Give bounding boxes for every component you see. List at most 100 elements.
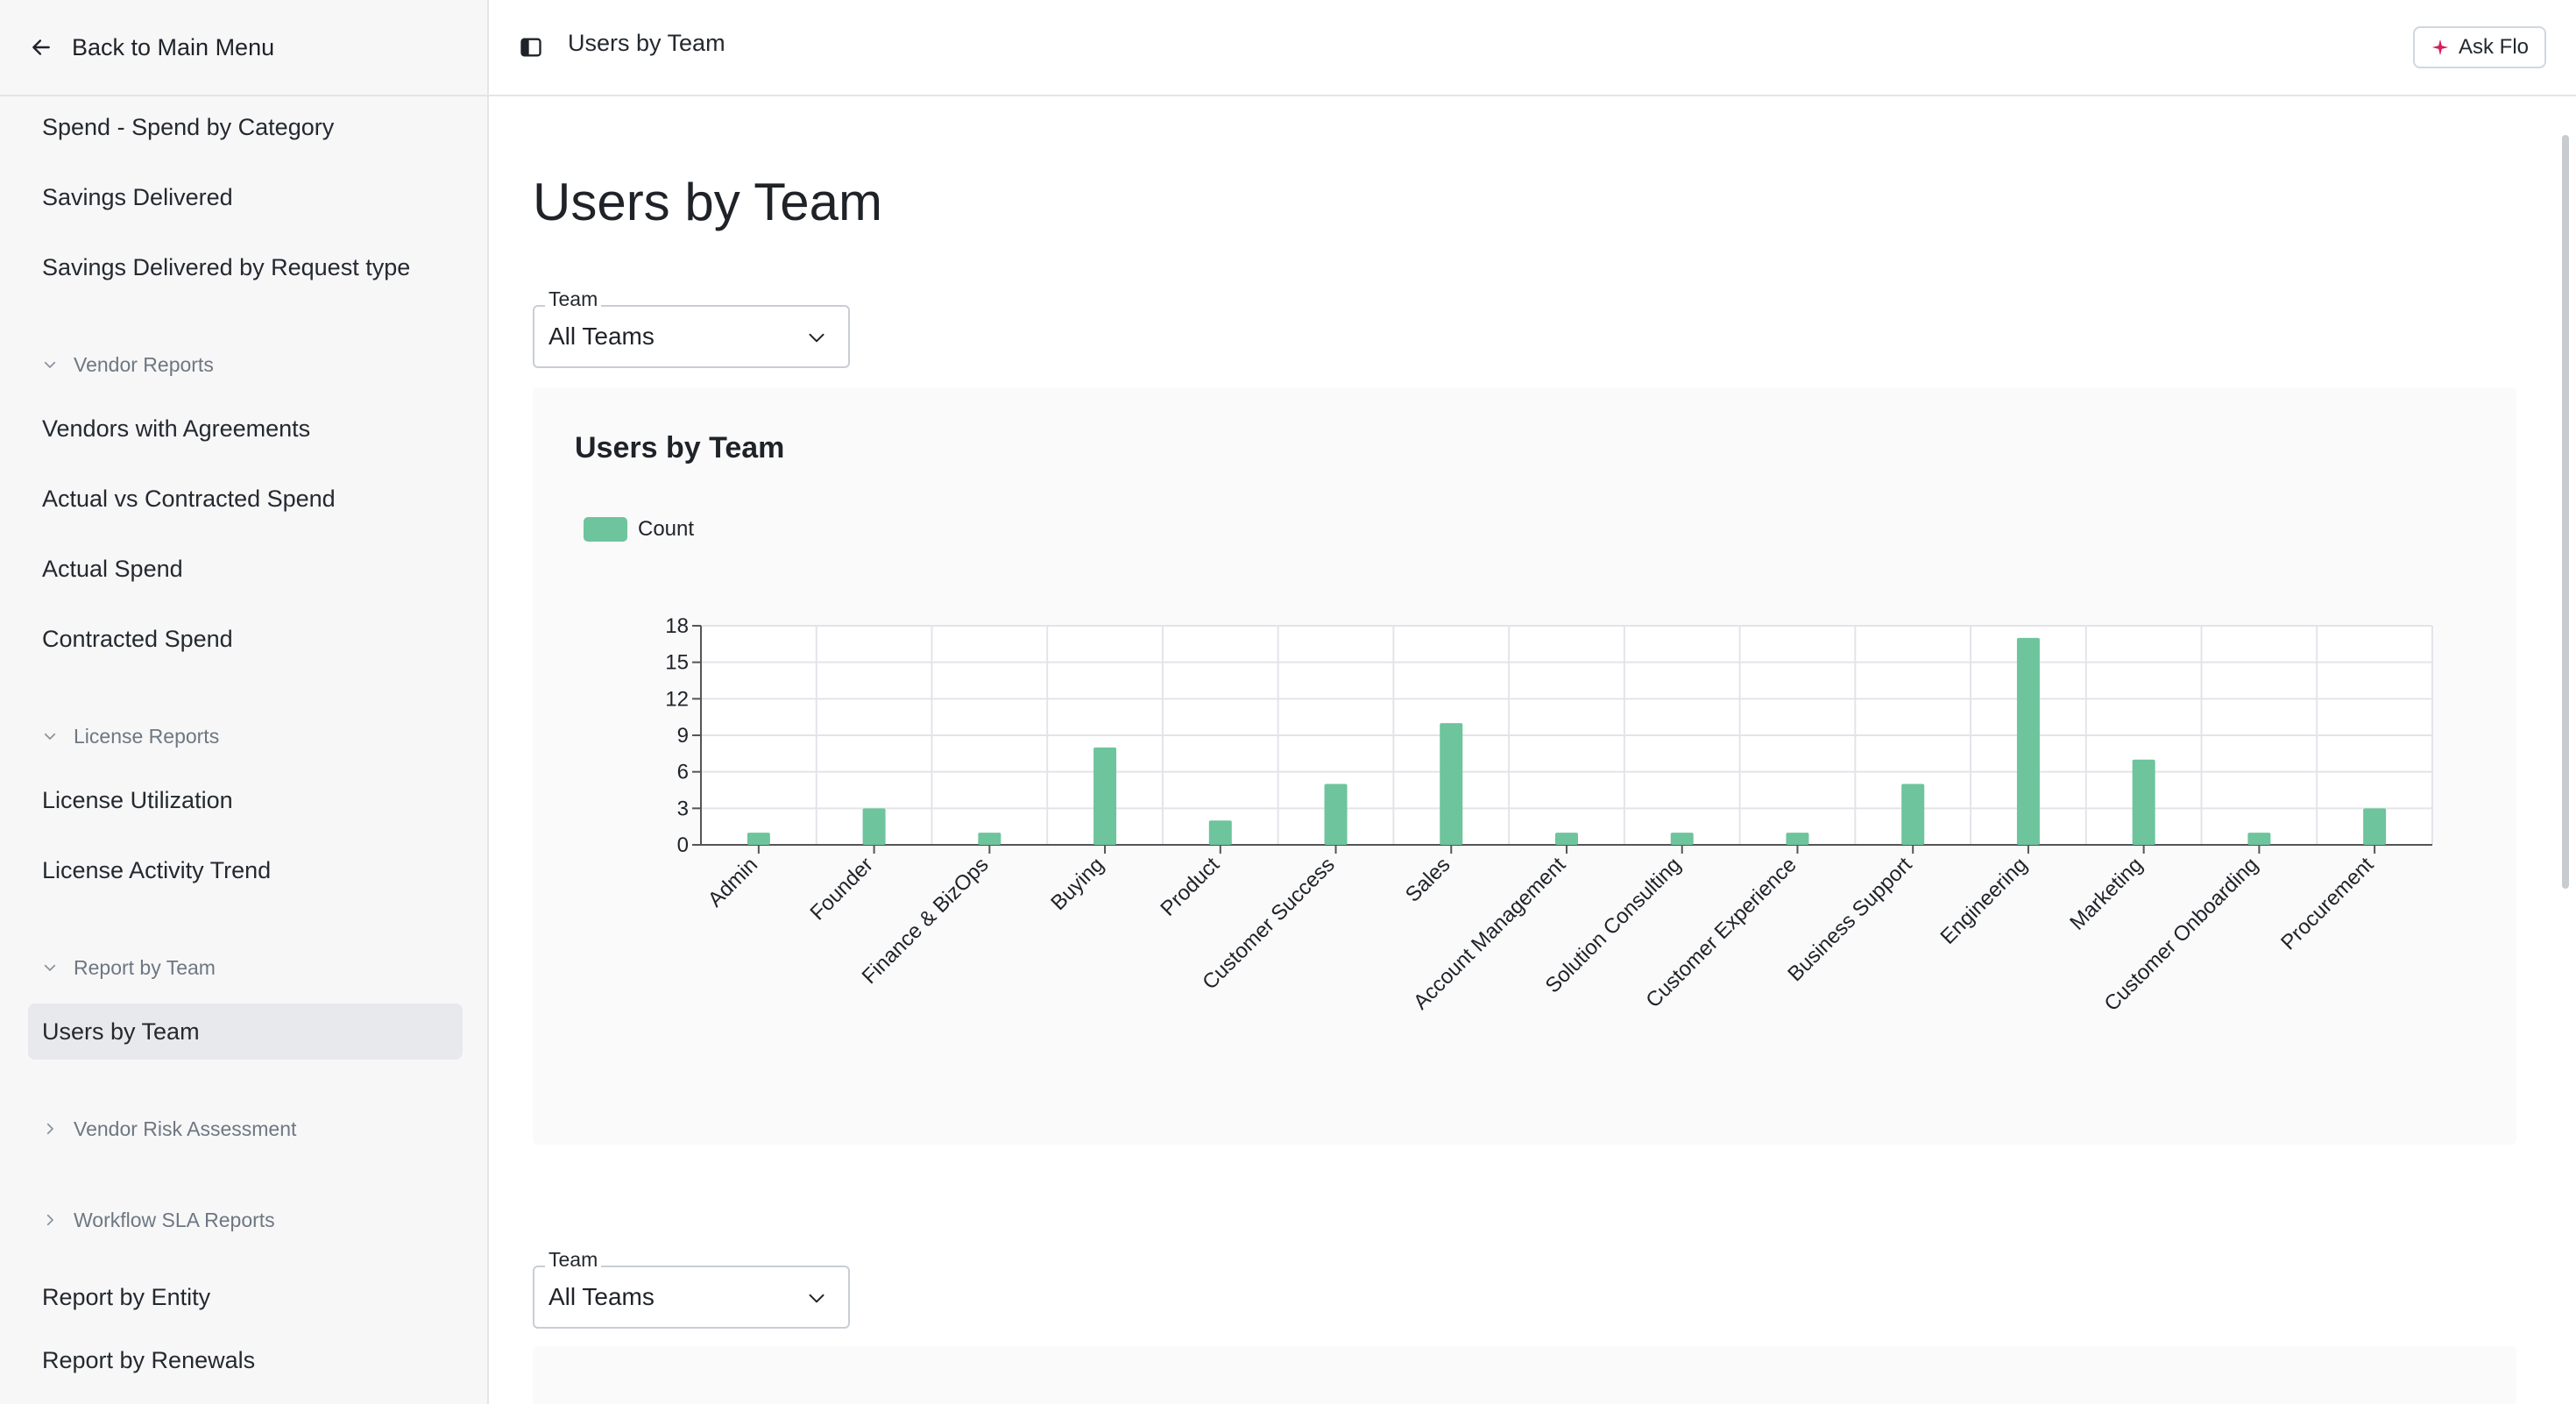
section-label: Report by Team — [74, 955, 216, 979]
scrollbar-thumb[interactable] — [2562, 135, 2569, 889]
sidebar-toggle-icon[interactable] — [519, 35, 543, 60]
chevron-right-icon — [46, 1214, 53, 1226]
bar — [1324, 784, 1348, 845]
team-select-value: All Teams — [548, 1283, 655, 1310]
chevron-down-icon — [809, 1294, 824, 1303]
sidebar-item-label: Report by Entity — [42, 1283, 211, 1310]
bar — [747, 833, 770, 845]
bar — [1208, 820, 1232, 845]
chart-card-2 — [533, 1346, 2516, 1404]
x-tick-label: Product — [1156, 853, 1224, 921]
bar — [1786, 833, 1809, 845]
y-tick-label: 15 — [665, 651, 689, 675]
bar — [2132, 759, 2155, 845]
team-select-value: All Teams — [548, 323, 655, 350]
x-tick-label: Procurement — [2276, 853, 2378, 954]
section-label: License Reports — [74, 724, 220, 748]
team-filter: Team All Teams — [533, 287, 850, 368]
bar — [1670, 833, 1694, 845]
legend-label: Count — [638, 517, 695, 541]
sidebar-item-label: Savings Delivered by Request type — [42, 253, 411, 280]
x-tick-label: Admin — [704, 853, 762, 911]
chevron-down-icon — [44, 964, 56, 971]
sidebar-item-label: Report by Renewals — [42, 1346, 256, 1373]
legend-swatch — [584, 517, 627, 542]
section-label: Vendor Reports — [74, 352, 214, 376]
y-tick-label: 0 — [677, 833, 689, 857]
sidebar-item-savings-by-request-type[interactable]: Savings Delivered by Request type — [28, 239, 463, 295]
sidebar-item-license-utilization[interactable]: License Utilization — [28, 772, 463, 828]
sidebar-item-actual-vs-contracted[interactable]: Actual vs Contracted Spend — [28, 471, 463, 527]
bar — [1440, 723, 1463, 845]
y-tick-label: 3 — [677, 797, 689, 820]
sidebar-item-label: Contracted Spend — [42, 625, 233, 652]
x-tick-label: Buying — [1046, 853, 1108, 915]
team-filter-2: Team All Teams — [533, 1248, 850, 1329]
sidebar-item-license-activity-trend[interactable]: License Activity Trend — [28, 842, 463, 898]
section-report-by-team[interactable]: Report by Team — [42, 950, 216, 985]
bar — [1901, 784, 1925, 845]
chart-legend[interactable]: Count — [584, 517, 694, 542]
x-tick-label: Finance & BizOps — [858, 853, 994, 989]
chevron-right-icon — [46, 1123, 53, 1135]
bar — [978, 833, 1001, 845]
y-tick-label: 9 — [677, 724, 689, 748]
section-label: Workflow SLA Reports — [74, 1208, 275, 1231]
x-tick-label: Business Support — [1783, 853, 1916, 986]
x-tick-label: Engineering — [1936, 853, 2032, 949]
sidebar-item-vendors-with-agreements[interactable]: Vendors with Agreements — [28, 401, 463, 457]
sidebar-item-label: Vendors with Agreements — [42, 415, 311, 442]
sidebar-item-label: Savings Delivered — [42, 183, 233, 210]
y-tick-label: 6 — [677, 761, 689, 784]
bar — [2247, 833, 2271, 845]
header-title: Users by Team — [568, 30, 725, 56]
y-tick-label: 18 — [665, 614, 689, 638]
chevron-down-icon — [44, 361, 56, 368]
sidebar-item-label: Spend - Spend by Category — [42, 113, 335, 140]
sidebar-item-spend-by-category[interactable]: Spend - Spend by Category — [28, 99, 463, 155]
team-filter-label: Team — [545, 1248, 602, 1272]
chevron-down-icon — [809, 333, 824, 343]
section-label: Vendor Risk Assessment — [74, 1117, 297, 1140]
back-to-main-menu-link[interactable]: Back to Main Menu — [0, 0, 487, 96]
chart-card: Users by Team Count 0 3 6 9 12 15 18 Admin Found… — [533, 387, 2516, 1145]
x-tick-label: Founder — [806, 853, 878, 925]
arrow-left-icon — [32, 39, 50, 55]
ask-flo-label: Ask Flo — [2458, 35, 2529, 59]
chevron-down-icon — [44, 733, 56, 740]
sidebar-item-actual-spend[interactable]: Actual Spend — [28, 541, 463, 597]
sidebar-item-report-by-renewals[interactable]: Report by Renewals — [28, 1332, 463, 1388]
scrollbar[interactable] — [2555, 96, 2576, 1404]
sidebar-item-label: Users by Team — [42, 1018, 200, 1045]
sparkle-icon — [2431, 39, 2449, 56]
section-vendor-risk-assessment[interactable]: Vendor Risk Assessment — [42, 1111, 296, 1146]
sidebar-item-label: Actual Spend — [42, 555, 183, 582]
section-workflow-sla-reports[interactable]: Workflow SLA Reports — [42, 1202, 275, 1237]
section-license-reports[interactable]: License Reports — [42, 719, 219, 754]
sidebar-item-contracted-spend[interactable]: Contracted Spend — [28, 611, 463, 667]
y-tick-label: 12 — [665, 687, 689, 711]
top-bar: Users by Team Ask Flo — [489, 0, 2576, 96]
bar — [862, 808, 886, 845]
team-select-2[interactable]: All Teams — [533, 1266, 850, 1329]
bar — [2363, 808, 2387, 845]
sidebar-item-savings-delivered[interactable]: Savings Delivered — [28, 169, 463, 225]
page-title: Users by Team — [533, 173, 883, 232]
sidebar: Back to Main Menu Spend - Spend by Categ… — [0, 0, 489, 1404]
sidebar-item-label: License Activity Trend — [42, 856, 272, 883]
x-tick-label: Sales — [1401, 853, 1455, 907]
main-content: Users by Team Team All Teams Users by Te… — [489, 96, 2576, 1404]
sidebar-item-users-by-team[interactable]: Users by Team — [28, 1003, 463, 1060]
ask-flo-button[interactable]: Ask Flo — [2412, 26, 2546, 68]
bar — [2016, 637, 2040, 845]
back-label: Back to Main Menu — [72, 33, 275, 60]
sidebar-item-label: Actual vs Contracted Spend — [42, 485, 336, 512]
sidebar-item-label: License Utilization — [42, 786, 233, 813]
sidebar-item-report-by-entity[interactable]: Report by Entity — [28, 1269, 463, 1325]
bar — [1093, 747, 1117, 845]
team-filter-label: Team — [545, 287, 602, 311]
chart-title: Users by Team — [575, 431, 785, 464]
section-vendor-reports[interactable]: Vendor Reports — [42, 347, 214, 382]
team-select[interactable]: All Teams — [533, 305, 850, 368]
